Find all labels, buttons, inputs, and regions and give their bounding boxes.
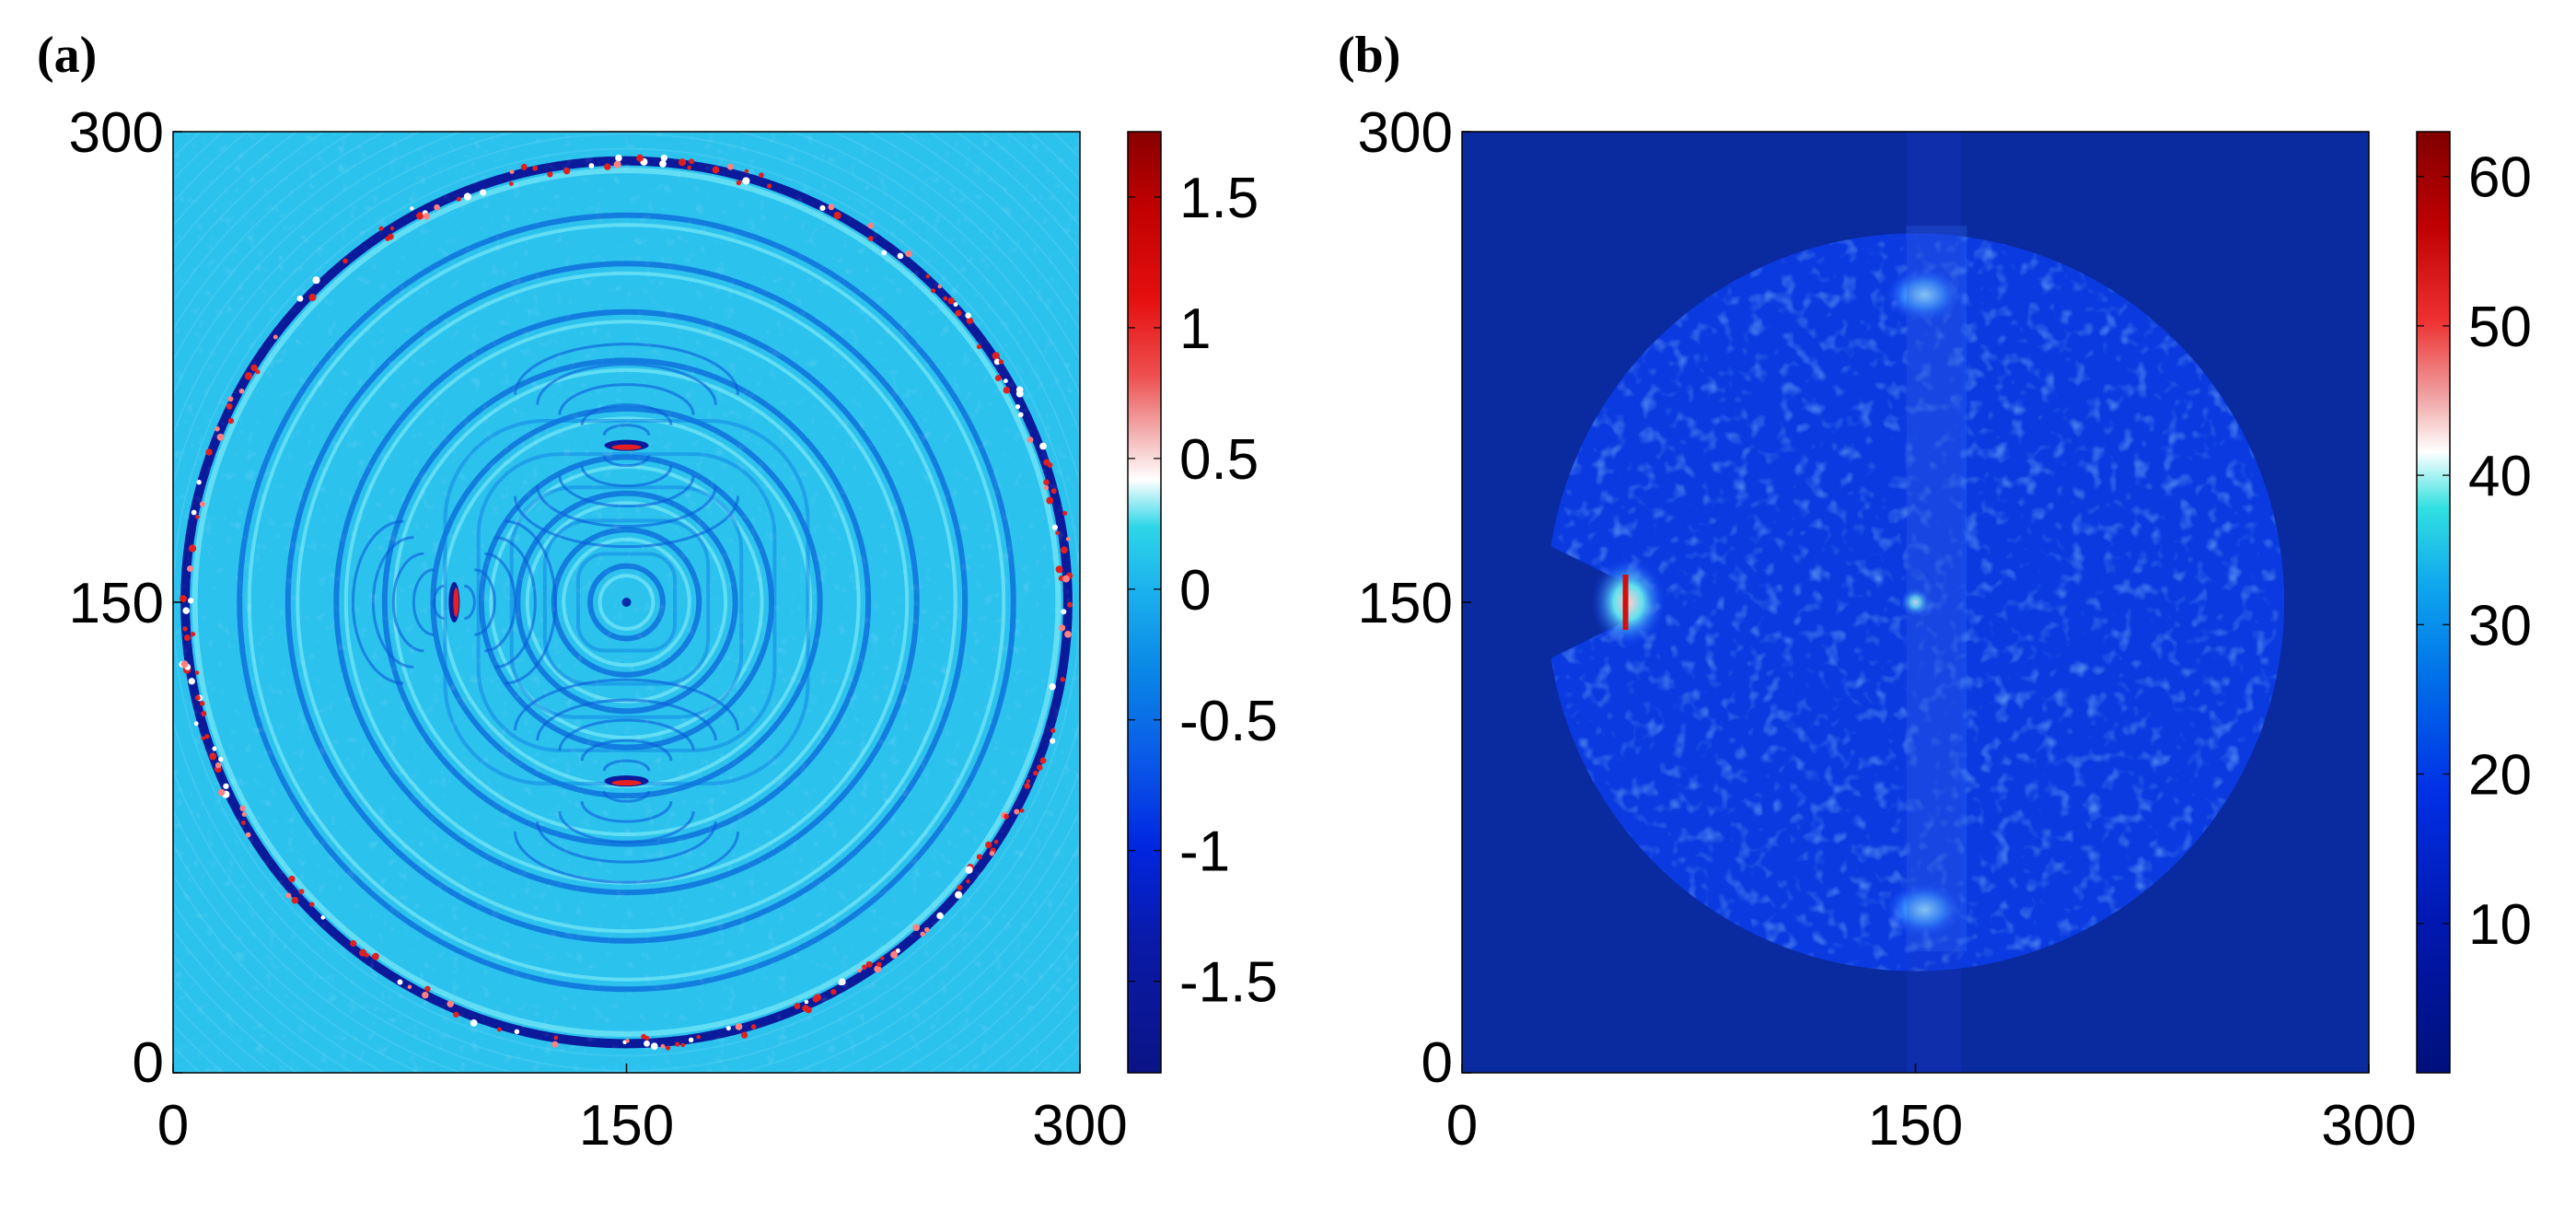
colorbar-a [1128, 132, 1161, 1073]
hot-spot-core [1622, 575, 1629, 630]
panel-b: (b) 0 150 300 0 150 300 10 20 30 40 50 60 [1338, 27, 2532, 1158]
hot-spot [1900, 588, 1931, 617]
panel-label-b: (b) [1338, 27, 1400, 84]
hot-spot [1886, 881, 1964, 937]
colorbar-tick-label: -1 [1179, 820, 1230, 884]
colorbar-tick-label: 10 [2468, 893, 2532, 957]
y-axis-b: 0 150 300 [1358, 101, 1471, 1095]
hot-spot [1886, 267, 1964, 323]
x-tick-label: 300 [2321, 1094, 2416, 1158]
colorbar-tick-label: 60 [2468, 146, 2532, 210]
y-tick-label: 0 [1421, 1031, 1453, 1095]
colorbar-tick-label: -1.5 [1179, 951, 1278, 1015]
x-tick-label: 150 [1868, 1094, 1963, 1158]
x-axis-a: 0 150 300 [157, 1064, 1128, 1158]
heatmap-b [1462, 132, 2369, 1073]
panel-a: (a) 0 150 300 0 150 300 -1.5 -1 -0.5 0 0.5 1 1.5 [37, 27, 1278, 1158]
y-tick-label: 300 [69, 101, 164, 165]
colorbar-ticks-a: -1.5 -1 -0.5 0 0.5 1 1.5 [1128, 167, 1278, 1015]
colorbar-tick-label: 30 [2468, 594, 2532, 657]
colorbar-tick-label: 0 [1179, 559, 1211, 622]
faint-column [1906, 132, 1961, 1073]
colorbar-tick-label: 1 [1179, 297, 1211, 361]
colorbar-tick-label: 20 [2468, 744, 2532, 808]
x-tick-label: 0 [1446, 1094, 1478, 1158]
x-axis-b: 0 150 300 [1446, 1064, 2417, 1158]
y-tick-label: 150 [1358, 572, 1453, 635]
colorbar-frame-a [1127, 131, 1162, 1074]
colorbar-ticks-b: 10 20 30 40 50 60 [2417, 146, 2532, 957]
colorbar-tick-label: 50 [2468, 296, 2532, 359]
colorbar-frame-b [2416, 131, 2451, 1074]
y-axis-a: 0 150 300 [69, 101, 182, 1095]
x-tick-label: 0 [157, 1094, 189, 1158]
colorbar-b [2417, 132, 2450, 1073]
panel-label-a: (a) [37, 27, 97, 84]
colorbar-tick-label: 0.5 [1179, 428, 1259, 492]
x-tick-label: 150 [579, 1094, 674, 1158]
texture [173, 132, 1080, 1073]
colorbar-tick-label: 1.5 [1179, 167, 1259, 230]
x-tick-label: 300 [1032, 1094, 1127, 1158]
y-tick-label: 0 [133, 1031, 164, 1095]
y-tick-label: 300 [1358, 101, 1453, 165]
y-tick-label: 150 [69, 572, 164, 635]
heatmap-a [173, 132, 1080, 1073]
colorbar-tick-label: -0.5 [1179, 690, 1278, 753]
colorbar-tick-label: 40 [2468, 445, 2532, 508]
